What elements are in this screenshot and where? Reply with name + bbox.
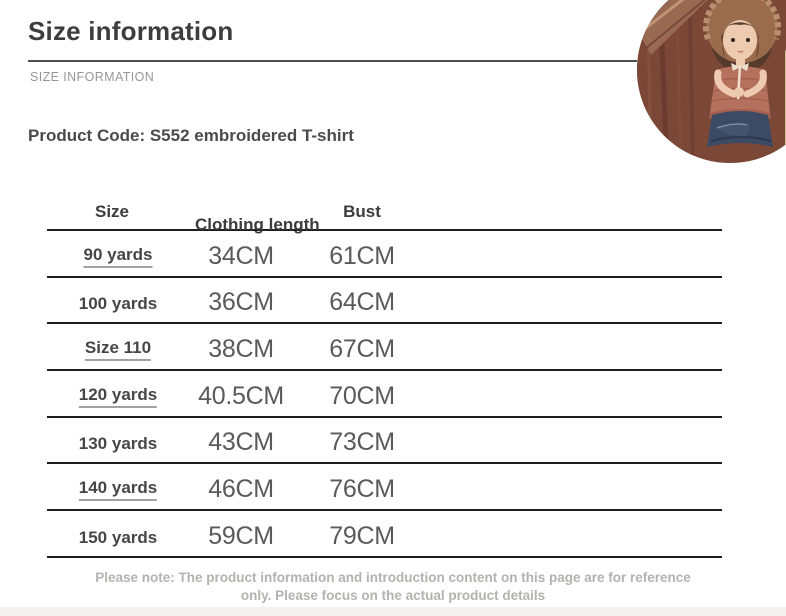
size-cell: Size 110 (84, 338, 152, 362)
table-header-row: Size Clothing length Bust (47, 188, 722, 234)
bust-cell: 70CM (329, 381, 395, 410)
size-cell: 120 yards (78, 385, 158, 408)
table-row: 90 yards 34CM 61CM (47, 231, 722, 278)
column-header-size: Size (94, 202, 130, 221)
bust-cell: 64CM (329, 288, 395, 317)
product-photo-illustration (637, 0, 786, 163)
table-row: 120 yards 40.5CM 70CM (47, 371, 722, 418)
clothing-length-cell: 59CM (208, 521, 274, 550)
bottom-strip (0, 607, 786, 616)
column-header-bust: Bust (343, 202, 381, 221)
clothing-length-cell: 46CM (208, 475, 274, 504)
section-subtitle: SIZE INFORMATION (30, 70, 155, 84)
size-cell: 150 yards (78, 527, 158, 547)
size-cell: 100 yards (78, 294, 158, 314)
table-row: 130 yards 43CM 73CM (47, 418, 722, 465)
bust-cell: 79CM (329, 521, 395, 550)
table-row: 100 yards 36CM 64CM (47, 278, 722, 325)
size-cell: 90 yards (83, 245, 153, 268)
clothing-length-cell: 34CM (208, 241, 274, 270)
title-divider (28, 60, 637, 62)
size-cell: 140 yards (78, 478, 158, 502)
footer-note: Please note: The product information and… (0, 569, 786, 604)
footer-note-line1: Please note: The product information and… (95, 570, 691, 585)
clothing-length-cell: 38CM (208, 335, 274, 364)
size-table: Size Clothing length Bust 90 yards 34CM … (47, 188, 722, 558)
size-cell: 130 yards (78, 434, 158, 454)
bust-cell: 67CM (329, 335, 395, 364)
column-header-clothing-length: Clothing length (195, 215, 320, 234)
product-photo (637, 0, 786, 163)
table-row: Size 110 38CM 67CM (47, 324, 722, 372)
table-row: 150 yards 59CM 79CM (47, 511, 722, 558)
clothing-length-cell: 36CM (208, 288, 274, 317)
bust-cell: 61CM (329, 241, 395, 270)
bust-cell: 76CM (329, 475, 395, 504)
clothing-length-cell: 40.5CM (198, 381, 284, 410)
page-title: Size information (28, 16, 234, 46)
product-code: Product Code: S552 embroidered T-shirt (28, 126, 354, 145)
bust-cell: 73CM (329, 428, 395, 457)
table-row: 140 yards 46CM 76CM (47, 464, 722, 512)
clothing-length-cell: 43CM (208, 428, 274, 457)
footer-note-line2: only. Please focus on the actual product… (240, 587, 546, 603)
